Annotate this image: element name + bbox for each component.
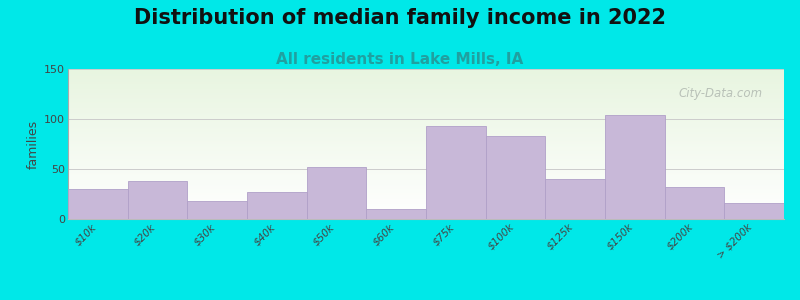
Bar: [366, 209, 426, 219]
Bar: [68, 189, 128, 219]
Bar: [724, 203, 784, 219]
Bar: [426, 126, 486, 219]
Bar: [306, 167, 366, 219]
Bar: [546, 179, 605, 219]
Bar: [605, 115, 665, 219]
Text: Distribution of median family income in 2022: Distribution of median family income in …: [134, 8, 666, 28]
Bar: [247, 192, 306, 219]
Bar: [187, 201, 247, 219]
Bar: [128, 181, 187, 219]
Bar: [486, 136, 546, 219]
Text: City-Data.com: City-Data.com: [678, 87, 762, 100]
Bar: [665, 187, 724, 219]
Y-axis label: families: families: [27, 119, 40, 169]
Text: All residents in Lake Mills, IA: All residents in Lake Mills, IA: [276, 52, 524, 68]
